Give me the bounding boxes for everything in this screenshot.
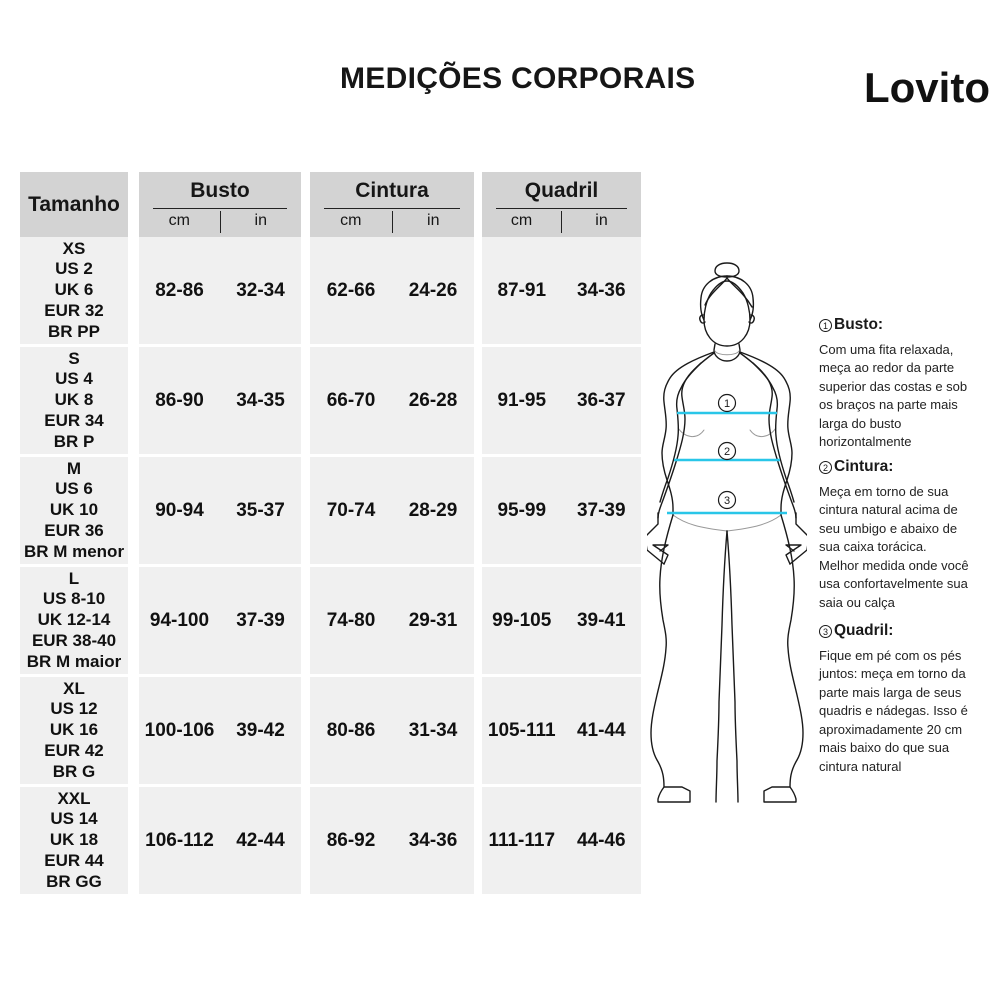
svg-text:2: 2 <box>724 446 730 458</box>
svg-text:3: 3 <box>724 495 730 507</box>
svg-text:1: 1 <box>724 398 730 410</box>
